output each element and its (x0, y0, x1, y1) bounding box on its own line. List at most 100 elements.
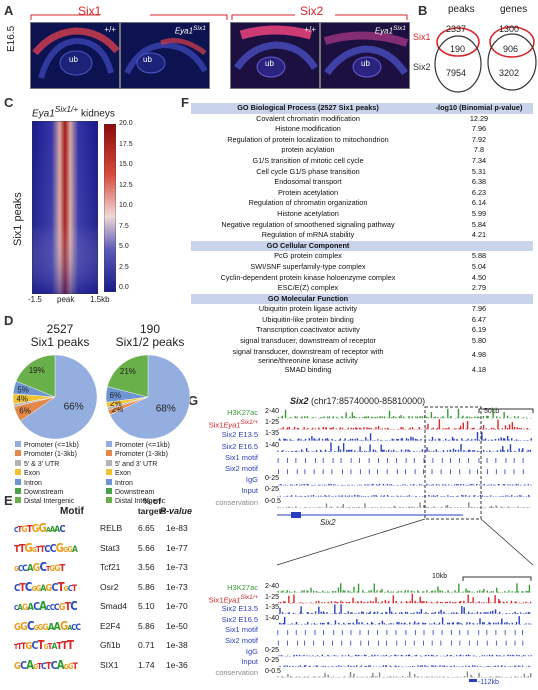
venn-six2-label: Six2 (413, 62, 431, 72)
track-range: 0-0.5 (265, 497, 281, 505)
go-row: Histone acetylation 5.99 (191, 209, 533, 220)
track-signal (277, 640, 524, 646)
go-value: 6.47 (471, 314, 487, 324)
track-signal (278, 483, 532, 486)
pie-slice (15, 354, 56, 398)
heatmap-ylabel: Six1 peaks (12, 192, 24, 246)
legend-swatch (15, 478, 21, 485)
go-value: 4.18 (471, 364, 487, 374)
legend-label: Promoter (<=1kb) (115, 442, 170, 449)
track-range: 2-40 (265, 583, 280, 590)
legend-item: Intron (106, 478, 170, 488)
go-value: 5.04 (471, 261, 487, 271)
stage-label: E16.5 (6, 25, 17, 52)
colorbar-tick: 20.0 (119, 120, 133, 127)
scale-bottom-label: 10kb (432, 573, 448, 580)
go-value: 6.38 (471, 177, 487, 187)
go-term: Regulation of chromatin organization (248, 198, 368, 208)
heatmap (32, 121, 98, 294)
colorbar-tick: 15.0 (119, 161, 133, 168)
legend-item: Intron (15, 478, 79, 488)
go-row: Regulation of mRNA stability 4.21 (191, 230, 533, 241)
go-value: 5.99 (471, 208, 487, 218)
go-value (425, 240, 533, 252)
legend-item: Exon (106, 469, 170, 478)
legend-item: Distal Intergenic (106, 497, 170, 506)
go-value: 12.29 (469, 113, 489, 123)
track-label: Six2 E13.5 (221, 430, 258, 440)
panel-label-a: A (4, 3, 14, 18)
track-label: conservation (215, 667, 258, 677)
heatmap-x-left: -1.5 (28, 295, 42, 304)
legend-item: Promoter (<=1kb) (15, 441, 79, 450)
venn-six1-label: Six1 (413, 32, 431, 42)
scale-top-label: 50kb (484, 408, 500, 415)
panel-label-e: E (4, 493, 13, 508)
go-term: signal transducer, downstream of recepto… (240, 336, 376, 346)
panel-label-c: C (4, 95, 14, 110)
legend-swatch (15, 497, 21, 504)
track-label: H3K27ac (227, 583, 258, 592)
motif-logo: GGCGGGAAGACC (14, 618, 81, 633)
motif-pvalue: 1e-38 (166, 640, 188, 650)
go-term: Transcription coactivator activity (256, 325, 360, 335)
go-header-val: -log10 (Binomial p-value) (425, 103, 533, 114)
pie-label: 2% (110, 399, 122, 408)
pie-chart-six1: 66% 6% 4%5% 19% (12, 354, 98, 440)
track-signal (277, 408, 532, 419)
track-label: IgG (245, 646, 258, 656)
genes-title: genes (500, 4, 528, 15)
venn-genes-six1: 1300 (499, 24, 520, 34)
zoom-box (424, 406, 482, 520)
track-label: Six2 E13.5 (221, 604, 258, 614)
go-term: Covalent chromatin modification (256, 113, 360, 123)
track-signal (278, 616, 532, 625)
motif-pvalue: 1e-50 (166, 620, 188, 631)
pie-label: 66% (64, 402, 84, 413)
track-label: conservation (215, 497, 258, 507)
legend-swatch (15, 488, 21, 495)
legend-label: Promoter (1-3kb) (24, 451, 77, 459)
legend-swatch (106, 441, 112, 447)
go-value: 4.98 (471, 350, 487, 360)
go-row: signal transducer, downstream of recepto… (191, 347, 533, 365)
pie-slice (107, 354, 149, 398)
go-row: Ubiquitin protein ligase activity 7.96 (191, 304, 533, 315)
track-signal (277, 671, 532, 678)
locus-title: Six2 (chr17:85740000-85810000) (290, 396, 426, 406)
pie-label: 19% (29, 366, 45, 375)
genotype-label: +/+ (104, 25, 116, 34)
go-term: Cyclin-dependent protein kinase holoenzy… (220, 272, 396, 282)
track-range: 1-35 (265, 604, 280, 612)
go-term: GO Cellular Component (191, 240, 425, 252)
legend-label: Downstream (24, 489, 64, 497)
track-range: 1-40 (265, 614, 280, 622)
go-term: Cell cycle G1/S phase transition (256, 166, 360, 176)
go-value (425, 293, 533, 305)
motif-pct: 5.86 (138, 620, 155, 631)
go-table: GO Biological Process (2527 Six1 peaks) … (191, 103, 533, 375)
track-range: 1-35 (265, 430, 280, 438)
motif-name: Smad4 (100, 601, 127, 611)
motif-name: Tcf21 (100, 562, 121, 572)
go-value: 6.19 (471, 325, 487, 335)
motif-pct: 3.56 (138, 562, 155, 572)
go-value: 7.34 (471, 155, 487, 165)
motif-name: E2F4 (100, 620, 121, 631)
motif-pct: 5.66 (138, 542, 155, 553)
venn-diagrams (434, 26, 537, 93)
go-value: 6.14 (471, 198, 487, 208)
legend-item: 5' & 3' UTR (15, 459, 79, 469)
track-range: 2-40 (265, 408, 280, 415)
go-row: Regulation of chromatin organization 6.14 (191, 198, 533, 209)
track-label: Input (241, 657, 258, 667)
go-value: 4.21 (471, 230, 487, 240)
colorbar-tick: 2.5 (119, 263, 129, 271)
track-label: Input (241, 486, 258, 496)
legend-swatch (15, 450, 21, 457)
motif-pvalue: 1e-77 (166, 542, 188, 553)
legend-item: Downstream (15, 488, 79, 497)
genome-browser (276, 406, 534, 682)
motif-logo: GCAGTCTCAGGT (14, 657, 78, 672)
six2-heading: Six2 (300, 4, 324, 18)
